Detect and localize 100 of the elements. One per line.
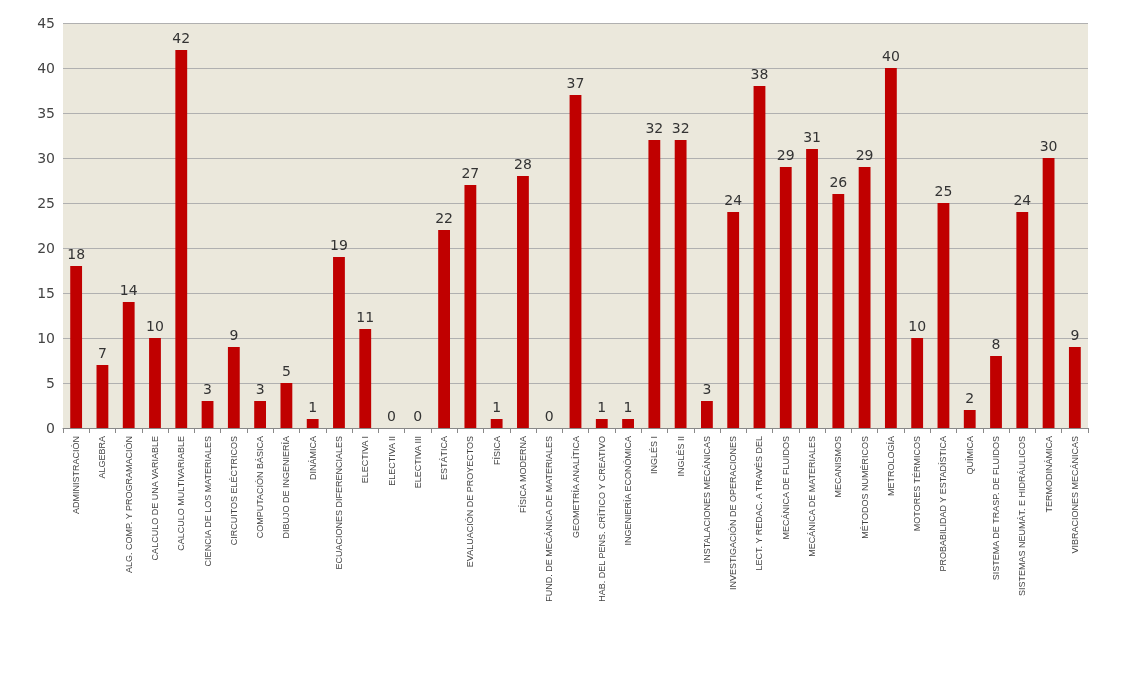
y-tick-label: 10: [37, 330, 55, 346]
x-tick-label: INGLÉS I: [649, 436, 660, 475]
data-label: 37: [566, 75, 585, 91]
bar: [333, 257, 345, 428]
y-tick-label: 15: [37, 285, 55, 301]
bar: [674, 140, 687, 428]
y-tick-label: 5: [46, 375, 55, 391]
y-tick-label: 25: [37, 195, 55, 211]
x-tick-label: MECÁNICA DE MATERIALES: [807, 436, 818, 557]
y-tick-label: 40: [37, 60, 55, 76]
x-tick-label: PROBABILIDAD Y ESTADÍSTICA: [938, 436, 949, 572]
bar: [280, 383, 293, 428]
x-tick-label: DINÁMICA: [307, 436, 318, 481]
data-label: 1: [492, 399, 502, 415]
bar: [306, 419, 319, 428]
bar: [911, 338, 924, 428]
x-tick-label: HAB. DEL PENS. CRÍTICO Y CREATIVO: [596, 436, 607, 602]
data-label: 29: [776, 147, 795, 163]
x-tick-label: ELECTIVA II: [386, 436, 397, 486]
x-tick-label: LECT. Y REDAC. A TRAVÉS DEL: [754, 436, 765, 571]
data-label: 42: [172, 30, 191, 46]
data-label: 0: [387, 408, 396, 424]
x-tick-label: INGENIERÍA ECONÓMICA: [623, 436, 634, 546]
data-label: 9: [229, 327, 239, 343]
bar: [201, 401, 214, 428]
bar: [122, 302, 135, 428]
y-tick-label: 0: [46, 420, 55, 436]
x-tick-label: EVALUACIÓN DE PROYECTOS: [465, 436, 476, 568]
data-label: 32: [671, 120, 690, 136]
y-tick-label: 35: [37, 105, 55, 121]
x-tick-label: GEOMETRÍA ANALÍTICA: [570, 436, 581, 539]
x-tick-label: MÉTODOS NUMÉRICOS: [859, 436, 870, 539]
data-label: 24: [1013, 192, 1032, 208]
data-label: 31: [803, 129, 821, 145]
bar: [648, 140, 661, 428]
data-label: 3: [203, 381, 213, 397]
data-label: 30: [1039, 138, 1058, 154]
x-tick-label: MOTORES TÉRMICOS: [912, 436, 923, 532]
bar: [254, 401, 267, 428]
x-tick-label: FUND. DE MECÁNICA DE MATERIALES: [544, 436, 555, 602]
x-tick-label: QUÍMICA: [964, 436, 975, 475]
data-label: 0: [544, 408, 554, 424]
data-label: 28: [514, 156, 532, 172]
bar: [96, 365, 109, 428]
data-label: 1: [597, 399, 607, 415]
data-label: 29: [855, 147, 874, 163]
bar: [227, 347, 240, 428]
data-label: 7: [97, 345, 107, 361]
x-tick-label: ALGEBRA: [97, 436, 108, 479]
data-label: 3: [255, 381, 265, 397]
x-tick-label: ELECTIVA III: [412, 436, 423, 489]
x-tick-label: TERMODINÁMICA: [1043, 436, 1054, 513]
data-label: 1: [623, 399, 633, 415]
bar: [70, 266, 83, 428]
x-tick-label: SISTEMAS NEUMÁT. E HIDRÁULICOS: [1017, 436, 1028, 597]
bar: [595, 419, 608, 428]
bar: [727, 212, 740, 428]
bar: [569, 95, 582, 428]
x-tick-label: COMPUTACIÓN BÁSICA: [255, 436, 266, 539]
y-tick-label: 30: [37, 150, 55, 166]
data-label: 0: [413, 408, 423, 424]
bar: [149, 338, 161, 428]
x-tick-label: VIBRACIONES MECÁNICAS: [1069, 436, 1080, 554]
x-tick-label: FÍSICA: [491, 436, 502, 466]
bar: [753, 86, 766, 428]
y-tick-label: 45: [37, 15, 55, 31]
x-tick-label: INSTALACIONES MECÁNICAS: [701, 436, 712, 564]
data-label: 32: [645, 120, 664, 136]
bar: [490, 419, 503, 428]
x-tick-label: METROLOGÍA: [885, 436, 896, 497]
data-label: 11: [356, 309, 375, 325]
x-tick-label: CALCULO MULTIVARIABLE: [176, 436, 187, 551]
bar: [832, 194, 845, 428]
bar: [359, 329, 372, 428]
bar: [464, 185, 477, 428]
x-tick-label: DIBUJO DE INGENIERÍA: [281, 436, 292, 539]
x-tick-label: INVESTIGACIÓN DE OPERACIONES: [728, 436, 739, 591]
data-label: 19: [330, 237, 348, 253]
y-tick-label: 20: [37, 240, 55, 256]
data-label: 5: [281, 363, 291, 379]
x-tick-label: ESTÁTICA: [439, 436, 450, 481]
x-tick-label: ALG. COMP. Y PROGRAMACIÓN: [123, 436, 134, 574]
bar: [1016, 212, 1029, 428]
bar: [701, 401, 713, 428]
bar: [175, 50, 188, 428]
x-tick-label: CIENCIA DE LOS MATERIALES: [202, 436, 213, 567]
x-tick-label: FÍSICA MODERNA: [517, 436, 528, 514]
data-label: 26: [829, 174, 848, 190]
bar: [884, 68, 897, 428]
bar: [963, 410, 976, 428]
x-tick-label: MECÁNICA DE FLUIDOS: [780, 436, 791, 540]
x-tick-label: ADMINISTRACIÓN: [71, 436, 82, 515]
x-tick-label: CIRCUITOS ELÉCTRICOS: [228, 436, 239, 546]
x-tick-label: ELECTIVA I: [360, 436, 371, 484]
bar: [1068, 347, 1081, 428]
data-label: 9: [1070, 327, 1080, 343]
data-label: 24: [724, 192, 743, 208]
data-label: 27: [461, 165, 480, 181]
bar: [990, 356, 1002, 428]
data-label: 10: [146, 318, 164, 334]
